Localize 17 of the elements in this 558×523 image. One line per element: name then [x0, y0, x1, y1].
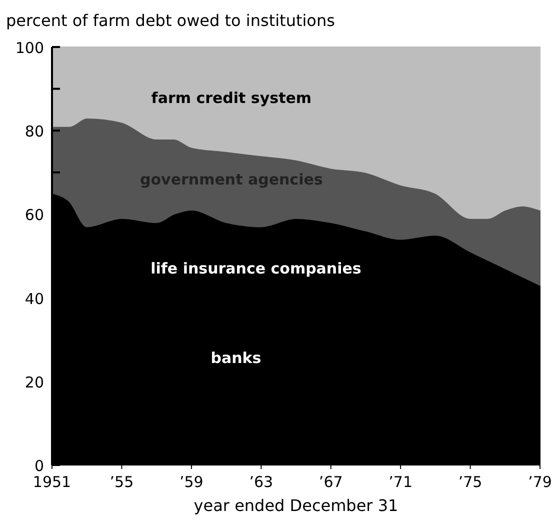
x-tick-label: ’59: [180, 473, 204, 491]
y-axis-title: percent of farm debt owed to institutions: [6, 11, 335, 30]
y-tick-label: 80: [24, 122, 44, 141]
series-label: farm credit system: [151, 89, 312, 108]
x-tick-label: ’75: [458, 473, 482, 491]
y-tick-label: 40: [24, 290, 44, 308]
y-tick-label: 100: [15, 39, 44, 57]
x-tick-label: ’63: [249, 473, 274, 491]
y-tick-label: 0: [34, 457, 44, 475]
x-tick-label: ’79: [528, 473, 552, 491]
x-axis-title: year ended December 31: [194, 496, 398, 515]
x-tick-label: ’55: [110, 473, 134, 491]
x-tick-label: 1951: [32, 473, 72, 491]
y-tick-label: 20: [24, 373, 44, 392]
x-tick-label: ’67: [318, 473, 343, 491]
y-tick-label: 60: [24, 206, 44, 224]
x-tick-label: ’71: [388, 473, 412, 491]
